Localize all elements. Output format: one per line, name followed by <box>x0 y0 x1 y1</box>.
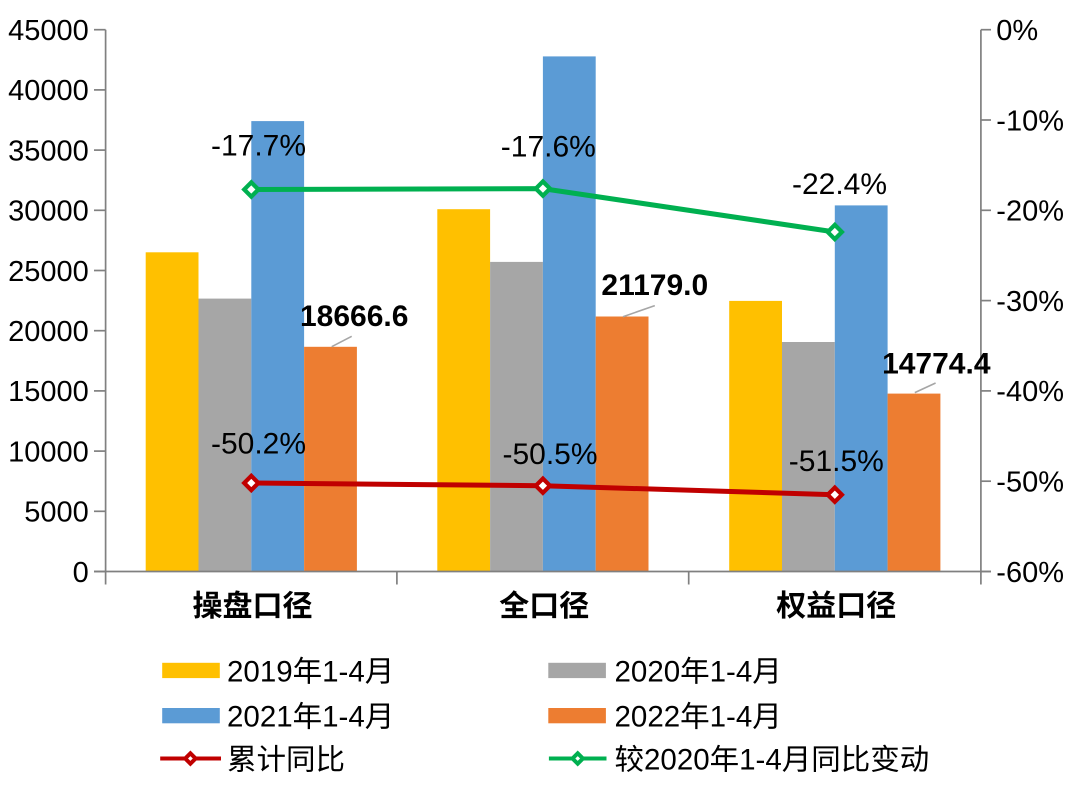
svg-text:-60%: -60% <box>996 557 1064 589</box>
svg-text:2020: 2020 <box>615 656 681 689</box>
svg-text:45000: 45000 <box>8 15 89 47</box>
svg-text:21179.0: 21179.0 <box>601 269 708 302</box>
svg-text:18666.6: 18666.6 <box>300 300 408 333</box>
svg-text:1-4: 1-4 <box>739 744 782 777</box>
svg-text:-17.6%: -17.6% <box>501 131 596 164</box>
svg-text:1-4: 1-4 <box>322 701 365 734</box>
svg-text:40000: 40000 <box>8 75 89 107</box>
svg-text:30000: 30000 <box>8 196 89 228</box>
svg-text:25000: 25000 <box>8 256 89 288</box>
svg-text:1-4: 1-4 <box>710 656 753 689</box>
svg-text:5000: 5000 <box>24 497 89 529</box>
svg-text:20000: 20000 <box>8 316 89 348</box>
svg-text:0: 0 <box>73 557 89 589</box>
svg-text:-20%: -20% <box>996 196 1064 228</box>
svg-text:15000: 15000 <box>8 376 89 408</box>
svg-text:-50%: -50% <box>996 467 1064 499</box>
svg-text:-50.2%: -50.2% <box>211 427 306 460</box>
svg-text:35000: 35000 <box>8 135 89 167</box>
svg-text:-17.7%: -17.7% <box>211 130 306 163</box>
svg-text:-22.4%: -22.4% <box>792 168 887 201</box>
svg-text:-30%: -30% <box>996 286 1064 318</box>
svg-text:-50.5%: -50.5% <box>502 438 597 471</box>
svg-text:1-4: 1-4 <box>322 656 365 689</box>
svg-text:-51.5%: -51.5% <box>789 445 884 478</box>
svg-text:2019: 2019 <box>227 656 293 689</box>
svg-text:0%: 0% <box>996 15 1038 47</box>
svg-text:10000: 10000 <box>8 436 89 468</box>
svg-text:2021: 2021 <box>227 701 293 734</box>
svg-text:1-4: 1-4 <box>710 701 753 734</box>
svg-text:-10%: -10% <box>996 105 1064 137</box>
svg-text:2020: 2020 <box>644 744 710 777</box>
svg-text:14774.4: 14774.4 <box>882 347 991 380</box>
svg-text:2022: 2022 <box>615 701 681 734</box>
svg-text:-40%: -40% <box>996 376 1064 408</box>
